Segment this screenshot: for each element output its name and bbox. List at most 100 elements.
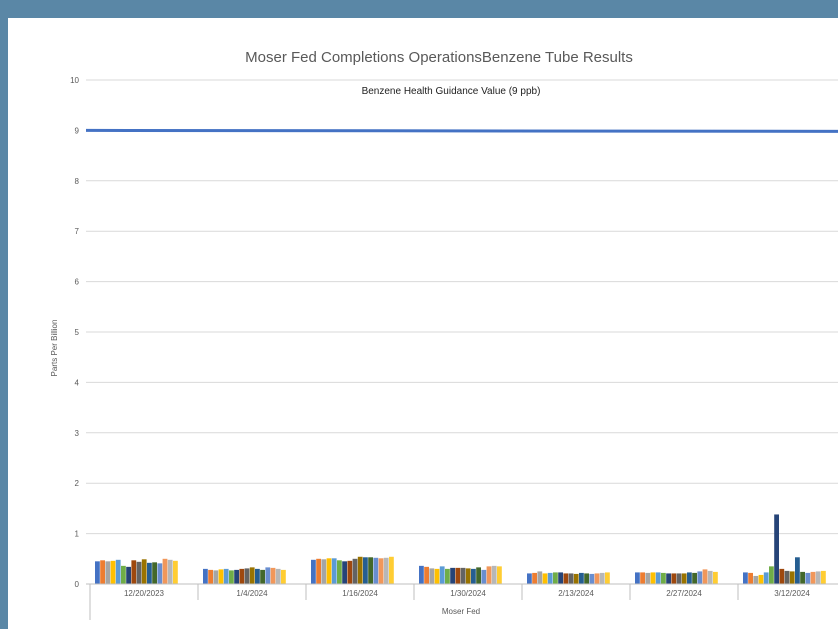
- bar: [707, 570, 713, 584]
- bar: [594, 573, 600, 584]
- bar: [203, 568, 208, 584]
- bar: [784, 570, 790, 584]
- bar: [553, 572, 558, 584]
- chart-title: Moser Fed Completions OperationsBenzene …: [245, 49, 633, 66]
- bar: [213, 570, 219, 584]
- x-axis: 12/20/2023 1/4/2024 1/16/2024 1/30/2024 2/13…: [86, 583, 838, 620]
- bar: [491, 565, 497, 584]
- bar: [671, 573, 677, 584]
- x-axis-label: Moser Fed: [442, 607, 480, 616]
- bar: [810, 571, 816, 584]
- bar: [558, 572, 563, 584]
- bar: [95, 561, 100, 584]
- bar: [445, 568, 450, 584]
- bar: [131, 560, 137, 584]
- bar: [342, 561, 347, 584]
- x-tick-label: 12/20/2023: [124, 589, 165, 598]
- bar: [800, 571, 805, 584]
- bar: [223, 568, 229, 584]
- bar: [692, 572, 697, 584]
- bar: [697, 571, 703, 584]
- bar: [208, 569, 213, 584]
- bar: [234, 569, 239, 584]
- bar: [573, 573, 579, 584]
- benzene-chart: Moser Fed Completions OperationsBenzene …: [50, 49, 838, 620]
- bar: [753, 575, 759, 584]
- bar: [152, 562, 157, 584]
- bar: [368, 557, 373, 584]
- bar: [265, 567, 271, 584]
- bar: [429, 568, 435, 584]
- bar: [275, 568, 281, 584]
- bar: [326, 558, 332, 584]
- bar: [769, 566, 774, 584]
- bar: [249, 567, 255, 584]
- y-tick-label: 5: [75, 328, 80, 337]
- bar: [537, 571, 543, 584]
- bar: [748, 572, 753, 584]
- bar: [666, 573, 671, 584]
- y-tick-label: 6: [75, 278, 80, 287]
- bar: [321, 559, 327, 584]
- bar: [434, 568, 440, 584]
- bar: [419, 565, 424, 584]
- bar: [373, 557, 379, 584]
- bar: [347, 560, 353, 584]
- bar: [121, 565, 126, 584]
- bar: [774, 514, 779, 584]
- bar: [676, 573, 682, 584]
- gridlines: [86, 79, 838, 585]
- bar: [687, 572, 692, 584]
- bar: [471, 568, 476, 584]
- bars: [95, 514, 826, 584]
- bar: [260, 569, 265, 584]
- bar: [357, 556, 363, 584]
- bar: [126, 566, 131, 584]
- bar: [218, 569, 224, 584]
- y-tick-label: 10: [70, 76, 79, 85]
- bar: [439, 566, 445, 584]
- x-tick-label: 1/4/2024: [236, 589, 268, 598]
- bar: [758, 574, 764, 584]
- x-tick-label: 1/30/2024: [450, 589, 486, 598]
- bar: [789, 571, 795, 584]
- y-tick-label: 8: [75, 177, 80, 186]
- x-tick-label: 2/27/2024: [666, 589, 702, 598]
- bar: [167, 559, 173, 584]
- bar: [281, 569, 286, 584]
- y-tick-label: 1: [75, 530, 80, 539]
- bar: [383, 557, 389, 584]
- bar: [589, 573, 595, 584]
- y-tick-label: 3: [75, 429, 80, 438]
- bar: [424, 566, 429, 584]
- bar: [702, 569, 708, 584]
- bar: [173, 560, 178, 584]
- bar: [363, 557, 368, 584]
- bar: [779, 568, 785, 584]
- bar: [635, 572, 640, 584]
- y-tick-label: 9: [75, 126, 80, 135]
- y-tick-labels: 0 1 2 3 4 5 6 7 8 9 10: [70, 76, 79, 589]
- bar: [389, 556, 394, 584]
- bar: [763, 572, 769, 584]
- bar: [568, 573, 574, 584]
- bar: [100, 560, 105, 584]
- bar: [795, 557, 800, 584]
- bar: [650, 572, 656, 584]
- bar: [270, 567, 276, 584]
- bar: [640, 572, 645, 584]
- bar: [162, 558, 168, 584]
- bar: [378, 558, 384, 584]
- bar: [547, 572, 553, 584]
- bar: [527, 573, 532, 584]
- bar: [481, 569, 487, 584]
- bar: [460, 567, 466, 584]
- bar: [681, 573, 687, 584]
- bar: [584, 573, 589, 584]
- bar: [141, 559, 147, 584]
- bar: [821, 570, 826, 584]
- bar: [579, 572, 584, 584]
- bar: [645, 572, 651, 584]
- bar: [450, 567, 455, 584]
- y-axis-label: Parts Per Billion: [50, 320, 59, 377]
